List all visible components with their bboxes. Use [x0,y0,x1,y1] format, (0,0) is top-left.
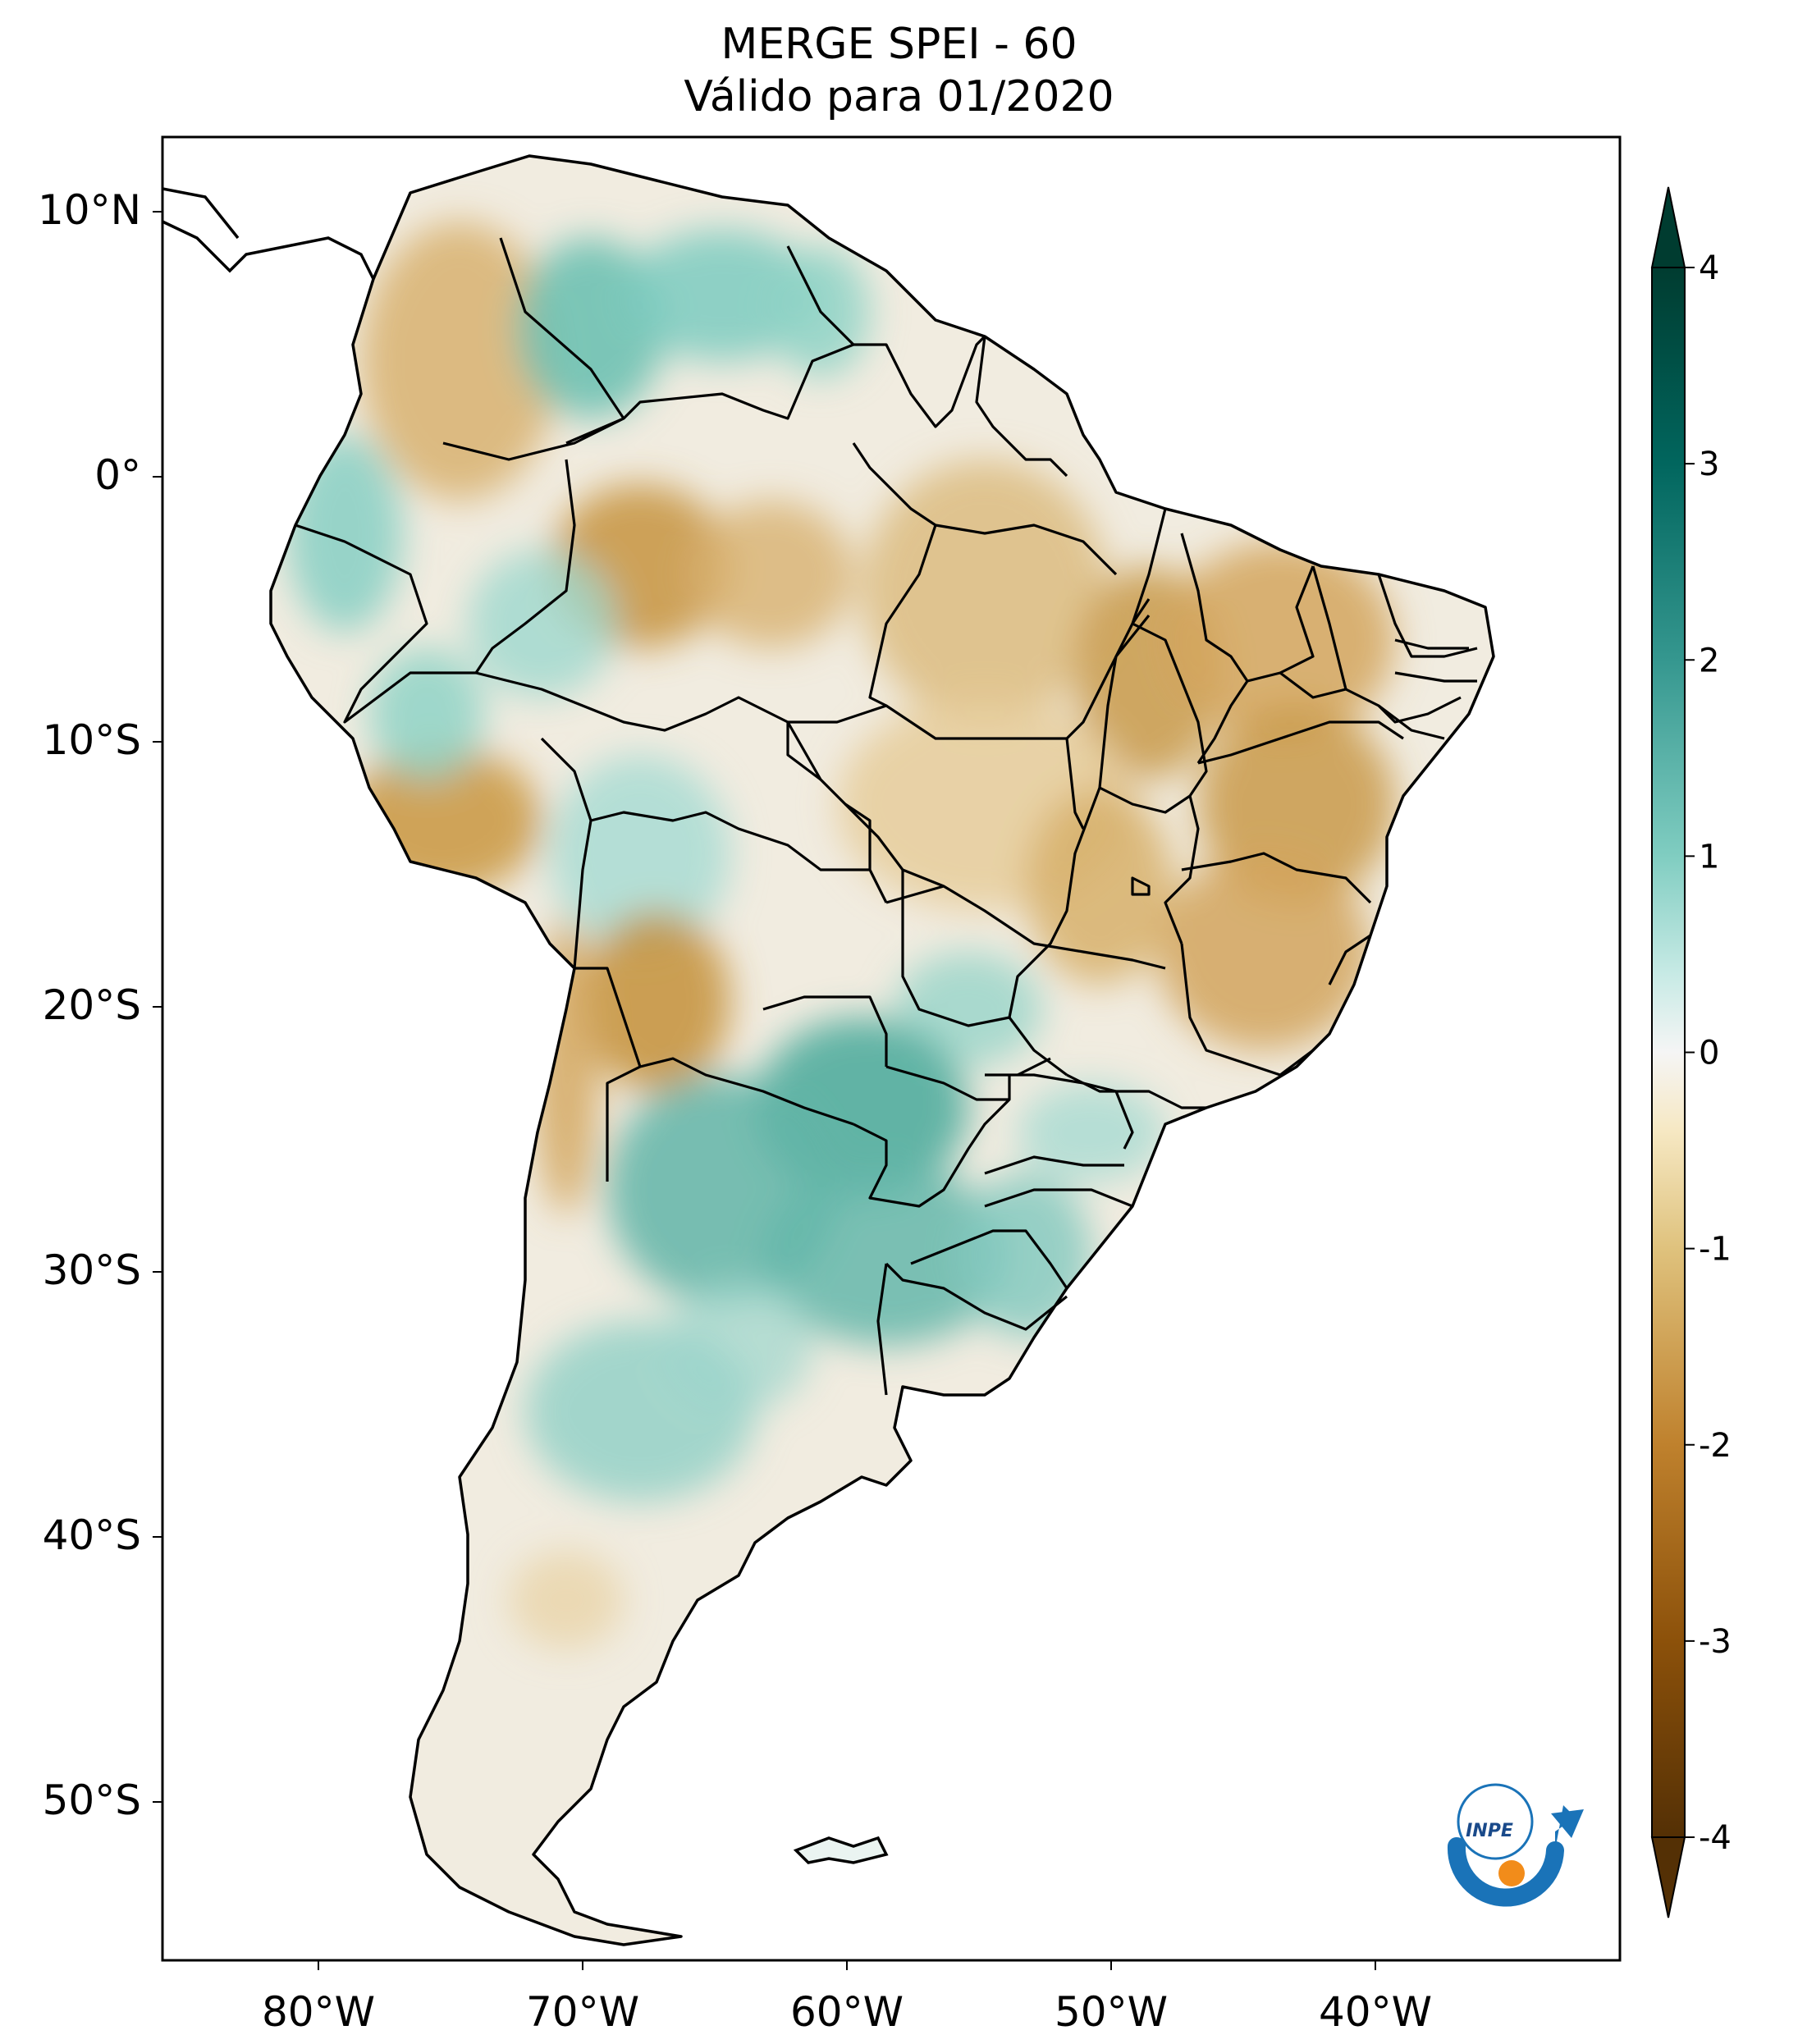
map-subtitle: Válido para 01/2020 [684,72,1114,121]
colorbar: 4 3 2 1 0 -1 -2 -3 -4 [1650,186,1732,1918]
ocean [162,137,1620,1960]
colorbar-labels: 4 3 2 1 0 -1 -2 -3 -4 [1699,249,1732,1857]
latitude-axis: 10°N 0° 10°S 20°S 30°S 40°S 50°S [38,186,141,1824]
logo-dot [1498,1860,1525,1886]
lon-label-40w: 40°W [1319,1988,1432,2036]
political-borders [295,237,1478,1396]
colorbar-tick-label: -3 [1699,1623,1732,1661]
lon-label-60w: 60°W [790,1988,904,2036]
spei-field [287,222,1395,1649]
lon-label-80w: 80°W [262,1988,375,2036]
logo-text: INPE [1466,1821,1513,1841]
lat-label-20s: 20°S [43,981,141,1029]
colorbar-tick-label: 1 [1699,838,1719,876]
lat-label-10n: 10°N [38,186,141,234]
colorbar-tick-label: -4 [1699,1819,1732,1857]
colorbar-tick-label: 0 [1699,1035,1719,1072]
lon-label-70w: 70°W [526,1988,639,2036]
lat-label-0: 0° [94,451,141,499]
colorbar-min-extend [1650,1836,1686,1918]
map-frame [161,135,1622,1962]
central-america-coast [162,220,375,280]
logo-arrowhead [1551,1809,1584,1838]
colorbar-tick-label: -1 [1699,1231,1732,1269]
lat-label-10s: 10°S [43,716,141,764]
map-title: MERGE SPEI - 60 [721,20,1077,69]
lat-label-40s: 40°S [43,1511,141,1559]
lat-label-50s: 50°S [43,1776,141,1824]
inpe-logo: INPE [1447,1783,1584,1907]
colorbar-tick-label: 2 [1699,642,1719,679]
longitude-axis: 80°W 70°W 60°W 50°W 40°W [262,1988,1432,2036]
colorbar-gradient [1651,267,1686,1838]
colorbar-tick-label: 4 [1699,249,1719,287]
logo-arc [1447,1837,1564,1907]
central-america-coast-north [162,187,240,240]
colorbar-max-extend [1650,186,1686,268]
colorbar-ticks [1685,267,1695,1838]
logo-ring [1457,1783,1534,1860]
colorbar-tick-label: 3 [1699,446,1719,483]
falkland-islands [793,1836,889,1864]
lon-label-50w: 50°W [1055,1988,1168,2036]
lat-label-30s: 30°S [43,1246,141,1294]
colorbar-tick-label: -2 [1699,1427,1732,1465]
